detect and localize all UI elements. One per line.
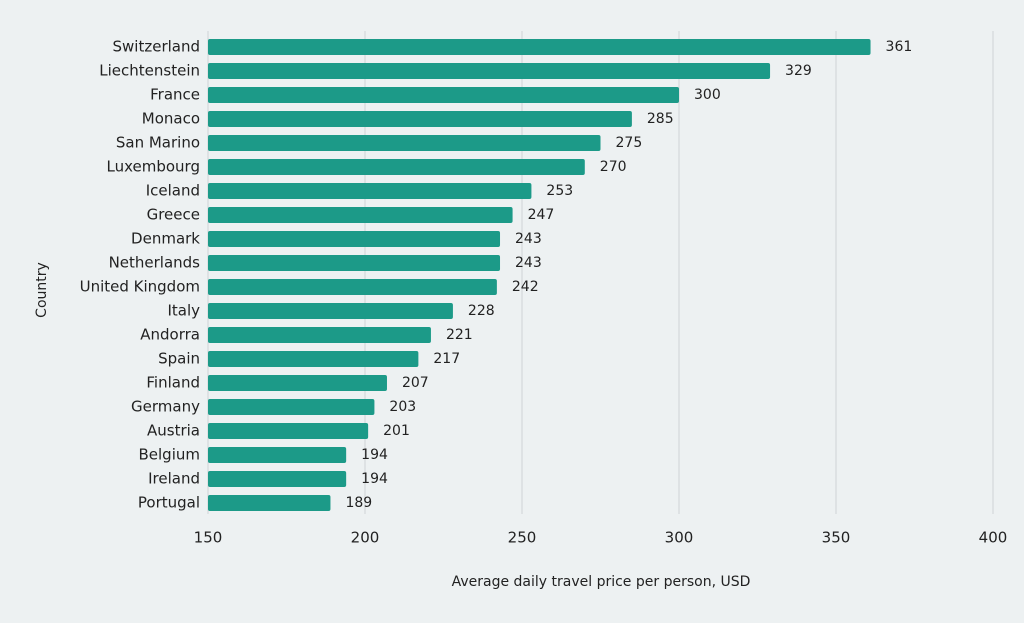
x-tick-label: 350: [822, 529, 851, 547]
value-label: 329: [785, 63, 812, 79]
value-label: 300: [694, 87, 721, 103]
value-label: 361: [886, 39, 913, 55]
bar: [208, 111, 632, 127]
y-tick-label: Portugal: [138, 494, 200, 512]
value-label: 189: [345, 495, 372, 511]
x-tick-label: 400: [979, 529, 1008, 547]
value-label: 228: [468, 303, 495, 319]
x-tick-label: 200: [351, 529, 380, 547]
bar: [208, 231, 501, 247]
bar: [208, 447, 347, 463]
bar: [208, 495, 331, 511]
bar: [208, 87, 679, 103]
value-label: 221: [446, 327, 473, 343]
y-tick-label: Liechtenstein: [99, 62, 200, 80]
value-label: 203: [389, 399, 416, 415]
bar: [208, 207, 513, 223]
bar: [208, 399, 375, 415]
y-tick-label: Switzerland: [113, 38, 201, 56]
y-tick-label: Austria: [147, 422, 200, 440]
y-tick-label: San Marino: [116, 134, 200, 152]
bar: [208, 39, 871, 55]
bar: [208, 159, 585, 175]
y-tick-label: Spain: [158, 350, 200, 368]
y-tick-label: Belgium: [139, 446, 201, 464]
y-tick-label: Luxembourg: [107, 158, 201, 176]
value-label: 247: [528, 207, 555, 223]
value-label: 194: [361, 447, 388, 463]
y-tick-label: Italy: [167, 302, 200, 320]
bar: [208, 327, 431, 343]
value-label: 243: [515, 255, 542, 271]
value-label: 201: [383, 423, 410, 439]
value-label: 285: [647, 111, 674, 127]
y-tick-label: Netherlands: [109, 254, 201, 272]
bar: [208, 255, 501, 271]
value-label: 194: [361, 471, 388, 487]
y-tick-label: Denmark: [131, 230, 200, 248]
y-tick-label: Ireland: [148, 470, 200, 488]
bar: [208, 375, 387, 391]
value-label: 242: [512, 279, 539, 295]
value-label: 217: [433, 351, 460, 367]
x-axis-label: Average daily travel price per person, U…: [452, 574, 751, 590]
y-tick-label: Finland: [146, 374, 200, 392]
value-label: 275: [616, 135, 643, 151]
bar: [208, 303, 453, 319]
x-tick-label: 300: [665, 529, 694, 547]
value-label: 270: [600, 159, 627, 175]
bar: [208, 135, 601, 151]
y-tick-label: France: [150, 86, 200, 104]
y-axis-label: Country: [34, 262, 50, 318]
value-label: 253: [546, 183, 573, 199]
bar: [208, 183, 532, 199]
x-tick-label: 250: [508, 529, 537, 547]
y-tick-label: Andorra: [140, 326, 200, 344]
bar: [208, 279, 497, 295]
y-tick-label: Monaco: [142, 110, 200, 128]
bar: [208, 63, 771, 79]
y-tick-label: Greece: [147, 206, 200, 224]
bar: [208, 351, 419, 367]
x-tick-label: 150: [194, 529, 223, 547]
y-tick-label: Iceland: [146, 182, 200, 200]
value-label: 243: [515, 231, 542, 247]
y-tick-label: United Kingdom: [80, 278, 200, 296]
value-label: 207: [402, 375, 429, 391]
y-tick-label: Germany: [131, 398, 200, 416]
bar: [208, 471, 347, 487]
bar: [208, 423, 369, 439]
